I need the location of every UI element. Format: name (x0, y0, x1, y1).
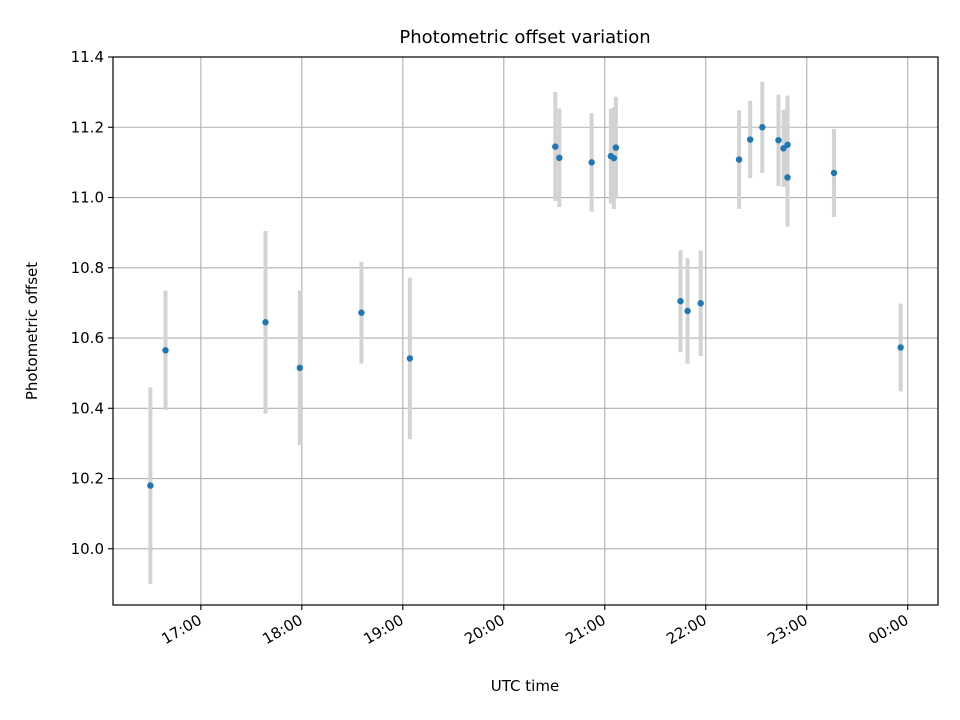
data-point (556, 154, 563, 162)
chart-title: Photometric offset variation (399, 27, 650, 48)
data-point (262, 319, 269, 326)
y-tick-label: 11.2 (71, 118, 104, 136)
data-point (610, 154, 618, 162)
y-tick-label: 11.0 (71, 189, 104, 207)
data-point (684, 307, 691, 315)
data-point (746, 136, 754, 143)
grid-lines (113, 56, 938, 605)
data-point (358, 309, 365, 316)
y-axis-ticks: 10.0 10.2 10.4 10.6 10.8 11.0 11.2 11.4 (71, 48, 113, 558)
data-point (162, 347, 169, 354)
y-tick-label: 10.4 (71, 399, 104, 417)
data-points (147, 124, 904, 489)
plot-frame (112, 56, 939, 606)
x-axis-title: UTC time (491, 677, 559, 695)
data-point (759, 124, 766, 131)
data-point (897, 344, 904, 351)
data-point (775, 137, 782, 144)
data-point (735, 156, 743, 163)
data-point (406, 355, 414, 362)
y-axis-title: Photometric offset (23, 262, 41, 400)
data-point (677, 297, 684, 305)
data-point (612, 144, 620, 151)
y-tick-label: 10.0 (71, 540, 104, 558)
data-point (784, 174, 791, 181)
y-tick-label: 11.4 (71, 48, 104, 66)
data-point (588, 159, 595, 166)
y-tick-label: 10.8 (71, 259, 104, 277)
data-point (552, 143, 559, 150)
data-point (784, 141, 791, 149)
data-point (697, 300, 704, 307)
data-point (296, 364, 304, 372)
y-tick-label: 10.6 (71, 329, 104, 347)
data-point (830, 169, 838, 177)
y-tick-label: 10.2 (71, 470, 104, 488)
data-point (147, 482, 154, 489)
